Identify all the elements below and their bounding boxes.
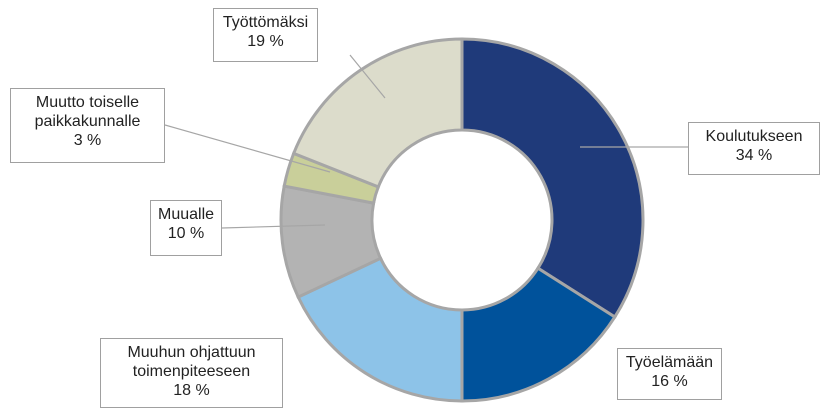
leader-line bbox=[164, 124, 331, 173]
data-label: Muutto toiselle paikkakunnalle 3 % bbox=[10, 88, 165, 163]
value-label: 3 % bbox=[73, 132, 102, 149]
donut-slice bbox=[291, 37, 464, 189]
data-label: Muuhun ohjattuun toimenpiteeseen 18 % bbox=[100, 338, 283, 408]
category-label: Muuhun ohjattuun toimenpiteeseen bbox=[127, 344, 256, 380]
donut-slice bbox=[296, 256, 464, 403]
value-label: 10 % bbox=[167, 225, 205, 242]
donut-slice bbox=[460, 37, 645, 320]
leader-line bbox=[349, 54, 386, 99]
category-label: Muualle bbox=[157, 206, 215, 223]
category-label: Muutto toiselle paikkakunnalle bbox=[34, 94, 141, 130]
data-label: Koulutukseen 34 % bbox=[688, 122, 820, 175]
category-label: Työttömäksi bbox=[222, 14, 309, 31]
category-label: Työelämään bbox=[625, 354, 714, 371]
data-label: Työelämään 16 % bbox=[617, 348, 722, 400]
value-label: 16 % bbox=[651, 373, 688, 390]
category-label: Koulutukseen bbox=[705, 128, 803, 145]
value-label: 34 % bbox=[735, 147, 773, 164]
value-label: 18 % bbox=[173, 382, 210, 399]
leader-line bbox=[221, 224, 326, 229]
data-label: Muualle 10 % bbox=[150, 200, 222, 256]
donut-slice bbox=[460, 266, 617, 403]
data-label: Työttömäksi 19 % bbox=[213, 8, 318, 62]
value-label: 19 % bbox=[247, 33, 284, 50]
